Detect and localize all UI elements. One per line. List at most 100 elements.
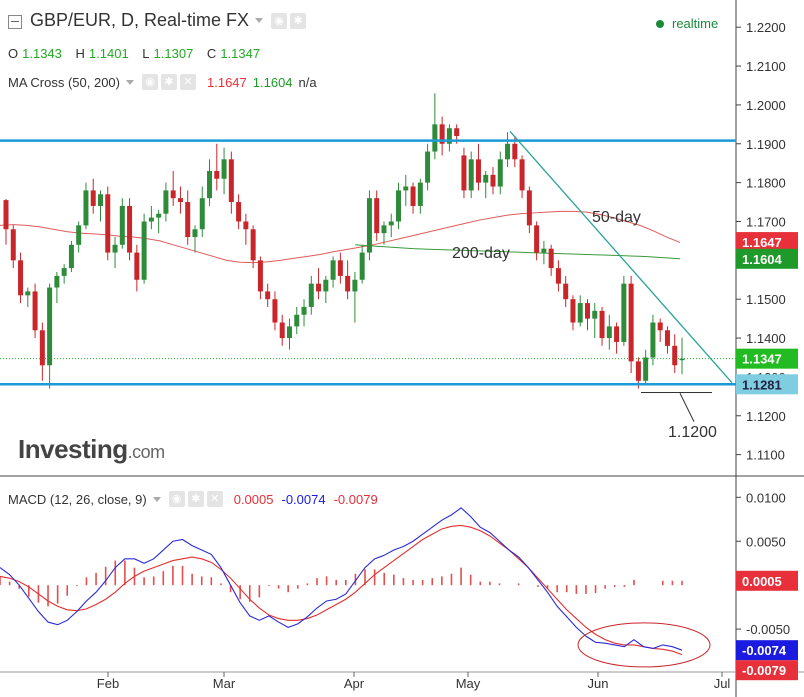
candle-body	[301, 306, 307, 315]
gear-icon[interactable]: ✱	[161, 74, 177, 90]
candle-body	[505, 143, 511, 160]
price-tag-box	[736, 232, 798, 253]
price-tag-label: 1.1281	[742, 377, 782, 392]
candle-body	[614, 326, 620, 342]
macd-line	[0, 507, 683, 651]
ohlc-key-close: C	[206, 46, 217, 61]
candle-body	[76, 225, 82, 245]
price-tag-box	[736, 374, 798, 395]
price-tick-label: 1.1200	[746, 409, 786, 424]
price-tag-box	[736, 248, 798, 269]
collapse-icon[interactable]	[8, 14, 22, 29]
title-row: GBP/EUR, D, Real-time FX ◉ ✱	[8, 10, 309, 31]
candle-body	[432, 124, 438, 152]
candle-body	[425, 151, 431, 183]
gear-icon[interactable]: ✱	[290, 12, 307, 29]
ohlc-value-open: 1.1343	[22, 46, 62, 61]
downtrend-line	[509, 130, 733, 384]
candle-body	[141, 221, 147, 280]
candle-body	[352, 279, 358, 292]
eye-icon[interactable]: ◉	[168, 491, 185, 507]
time-tick-label: May	[456, 676, 481, 691]
candle-body	[207, 170, 213, 199]
ohlc-value-high: 1.1401	[88, 46, 129, 61]
ohlc-key-open: O	[8, 46, 19, 61]
candle-body	[548, 248, 554, 269]
eye-icon[interactable]: ◉	[142, 74, 158, 90]
chevron-down-icon[interactable]	[152, 496, 161, 502]
ma50-line	[0, 210, 681, 264]
candle-body	[490, 174, 496, 187]
candle-body	[316, 283, 322, 292]
macd-tag-label: -0.0074	[742, 643, 787, 658]
candle-body	[563, 283, 569, 300]
candle-body	[606, 326, 612, 339]
candle-body	[119, 205, 125, 245]
macd-tag-box	[736, 570, 798, 591]
candle-body	[541, 248, 547, 253]
candle-body	[323, 279, 329, 292]
candle-body	[39, 330, 45, 366]
ohlc-value-close: 1.1347	[220, 46, 261, 61]
ma200-line	[354, 244, 681, 260]
candle-body	[519, 159, 525, 191]
candle-body	[345, 275, 351, 292]
gear-icon[interactable]: ✱	[187, 491, 204, 507]
candle-body	[25, 291, 31, 296]
candle-body	[3, 200, 9, 230]
candle-body	[664, 330, 670, 346]
realtime-label: realtime	[672, 16, 719, 31]
macd-tick-label: 0.0050	[746, 534, 786, 549]
price-tag-box	[736, 348, 798, 369]
ohlc-key-low: L	[142, 46, 150, 61]
ma-na-value: n/a	[298, 74, 317, 90]
close-icon[interactable]: ✕	[180, 74, 196, 90]
candle-body	[177, 198, 183, 203]
candle-body	[635, 361, 641, 381]
candle-body	[497, 159, 503, 187]
macd-tag-box	[736, 660, 798, 681]
close-icon[interactable]: ✕	[206, 491, 223, 507]
candle-body	[330, 260, 336, 280]
price-tag-label: 1.1347	[742, 352, 782, 367]
price-tag-label: 1.1604	[742, 252, 783, 267]
candle-body	[127, 205, 133, 253]
candle-body	[199, 198, 205, 230]
candle-body	[134, 252, 140, 280]
candle-body	[286, 326, 292, 339]
macd-tag-label: 0.0005	[742, 574, 782, 589]
candle-body	[228, 159, 234, 203]
candle-body	[105, 194, 111, 253]
candle-body	[628, 283, 634, 362]
candle-body	[468, 159, 474, 191]
candle-body	[236, 202, 242, 222]
candle-body	[672, 345, 678, 366]
candle-body	[61, 268, 67, 276]
candle-body	[47, 287, 53, 366]
price-tag-label: 1.1647	[742, 235, 782, 250]
logo-main-text: Investing	[18, 434, 128, 464]
candle-body	[366, 198, 372, 253]
candle-body	[374, 198, 380, 234]
chevron-down-icon[interactable]	[126, 79, 134, 85]
instrument-title: GBP/EUR, D, Real-time FX	[30, 10, 250, 30]
ma50-value: 1.1647	[207, 74, 247, 90]
candle-body	[185, 202, 191, 238]
candle-body	[257, 260, 263, 292]
time-tick-label: Mar	[213, 676, 236, 691]
macd-tick-label: 0.0100	[746, 490, 786, 505]
time-tick-label: Feb	[97, 676, 119, 691]
candle-body	[599, 310, 605, 339]
logo-suffix-text: .com	[127, 442, 166, 462]
annotation-200day-label: 200-day	[452, 245, 510, 262]
candle-body	[446, 128, 452, 144]
eye-icon[interactable]: ◉	[271, 12, 288, 29]
chevron-down-icon[interactable]	[255, 18, 264, 23]
candle-body	[112, 244, 118, 253]
macd-tag-label: -0.0079	[742, 663, 786, 678]
time-tick-label: Jul	[714, 676, 731, 691]
price-tick-label: 1.2000	[746, 98, 786, 113]
candle-body	[18, 260, 24, 296]
